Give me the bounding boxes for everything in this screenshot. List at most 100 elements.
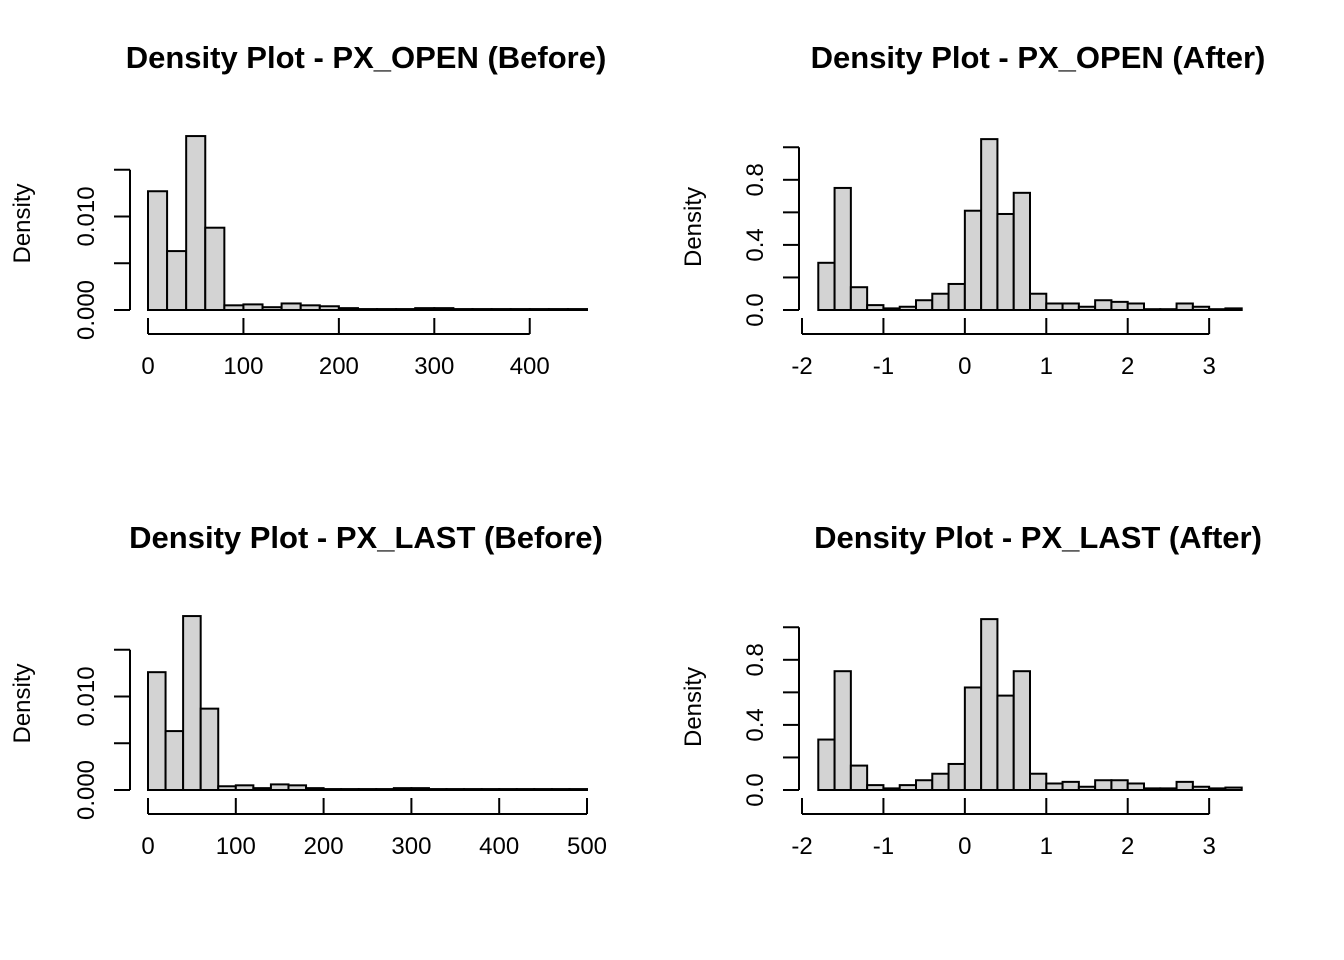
histogram-bar xyxy=(866,304,885,311)
x-tick-label: -2 xyxy=(791,833,812,860)
x-tick-label: 100 xyxy=(223,353,263,380)
histogram-bar xyxy=(996,212,1015,311)
histogram-bar xyxy=(1077,785,1097,792)
histogram-bar xyxy=(356,308,379,311)
histogram-bar xyxy=(1045,782,1064,791)
histogram-bar xyxy=(1094,779,1113,791)
histogram-bar xyxy=(242,303,264,312)
histogram-bar xyxy=(509,308,531,311)
histogram-bar xyxy=(410,787,430,791)
histogram-bar xyxy=(147,671,167,791)
histogram-panel-4: Density Plot - PX_LAST (After) Density 0.0… xyxy=(680,520,1262,860)
histogram-bar xyxy=(882,307,901,312)
histogram-panel-3: Density Plot - PX_LAST (Before) Density 0.… xyxy=(9,520,607,860)
histogram-bar xyxy=(817,738,836,791)
histogram-bar xyxy=(427,788,448,792)
histogram-bar xyxy=(1175,780,1194,791)
histogram-bar xyxy=(1012,191,1032,311)
histogram-bar xyxy=(915,779,934,791)
histogram-bar xyxy=(947,282,966,311)
x-tick-label: 100 xyxy=(216,833,256,860)
histogram-bar xyxy=(963,209,983,312)
histogram-bar xyxy=(931,772,950,791)
y-tick-label: 0.8 xyxy=(742,643,769,676)
y-tick-label: 0.010 xyxy=(73,666,100,726)
histogram-bar xyxy=(204,226,226,312)
y-axis-label: Density xyxy=(680,667,707,747)
histogram-bar xyxy=(318,305,340,312)
histogram-bar xyxy=(287,784,308,792)
histogram-bar xyxy=(498,788,518,792)
x-tick-label: 3 xyxy=(1202,353,1215,380)
histogram-bar xyxy=(528,308,550,311)
histogram-bar xyxy=(833,186,852,311)
histogram-bar xyxy=(515,788,536,792)
histogram-bar xyxy=(433,307,455,312)
histogram-bar xyxy=(1143,787,1162,792)
x-tick-label: 0 xyxy=(958,833,971,860)
x-tick-label: 1 xyxy=(1040,833,1053,860)
x-tick-label: 2 xyxy=(1121,353,1134,380)
histogram-bar xyxy=(1159,787,1178,792)
histogram-bar xyxy=(1175,302,1194,312)
histogram-bar xyxy=(1094,299,1113,311)
histogram-bar xyxy=(898,305,918,311)
histogram-bar xyxy=(185,135,207,311)
histogram-bar xyxy=(980,138,999,311)
histogram-bar xyxy=(147,190,169,311)
histogram-bar xyxy=(963,686,983,791)
histogram-bar xyxy=(445,788,466,792)
y-axis-label: Density xyxy=(680,187,707,267)
histogram-bar xyxy=(898,784,918,792)
y-tick-label: 0.000 xyxy=(73,760,100,820)
histogram-bar xyxy=(375,788,395,792)
histogram-bar xyxy=(866,784,885,792)
histogram-bar xyxy=(305,787,325,791)
histogram-bar xyxy=(931,292,950,312)
histogram-bar xyxy=(1061,302,1080,312)
histogram-bar xyxy=(392,787,413,791)
x-tick-label: 0 xyxy=(141,353,154,380)
x-tick-label: 300 xyxy=(414,353,454,380)
x-tick-label: 1 xyxy=(1040,353,1053,380)
histogram-bar xyxy=(1110,300,1129,311)
histogram-bar xyxy=(1029,292,1048,312)
histogram-bar xyxy=(322,788,343,792)
histogram-bar xyxy=(414,307,436,312)
histogram-bar xyxy=(1143,308,1162,312)
histogram-bar xyxy=(833,670,852,792)
histogram-bar xyxy=(337,307,359,312)
histogram-bar xyxy=(166,250,188,311)
x-tick-label: 0 xyxy=(141,833,154,860)
histogram-bar xyxy=(882,787,901,792)
y-tick-label: 0.0 xyxy=(742,773,769,806)
histogram-bar xyxy=(1029,772,1048,791)
histogram-bar xyxy=(280,302,302,311)
histogram-bar xyxy=(395,308,417,311)
x-tick-label: -2 xyxy=(791,353,812,380)
histogram-bar xyxy=(1208,787,1227,792)
histogram-bar xyxy=(1224,307,1243,312)
y-tick-label: 0.8 xyxy=(742,163,769,196)
histogram-panel-2: Density Plot - PX_OPEN (After) Density 0.0… xyxy=(680,40,1265,380)
histogram-bar xyxy=(463,788,483,792)
histogram-bar xyxy=(996,694,1015,792)
y-axis-label: Density xyxy=(9,663,36,743)
y-tick-label: 0.4 xyxy=(742,228,769,261)
histogram-bar xyxy=(269,783,290,791)
chart-title: Density Plot - PX_OPEN (After) xyxy=(811,40,1266,75)
histogram-bar xyxy=(1110,779,1129,791)
histogram-bar xyxy=(849,764,869,792)
histogram-bar xyxy=(1191,785,1211,792)
histogram-bar xyxy=(817,261,836,312)
histogram-bar xyxy=(566,308,588,311)
histogram-bar xyxy=(533,788,553,792)
histogram-bar xyxy=(550,788,571,792)
histogram-bar xyxy=(1045,302,1064,312)
histogram-bar xyxy=(217,785,237,792)
histogram-bar xyxy=(234,784,255,792)
histogram-bar xyxy=(1077,305,1097,311)
histogram-bar xyxy=(471,308,493,311)
histogram-bar xyxy=(164,730,185,791)
